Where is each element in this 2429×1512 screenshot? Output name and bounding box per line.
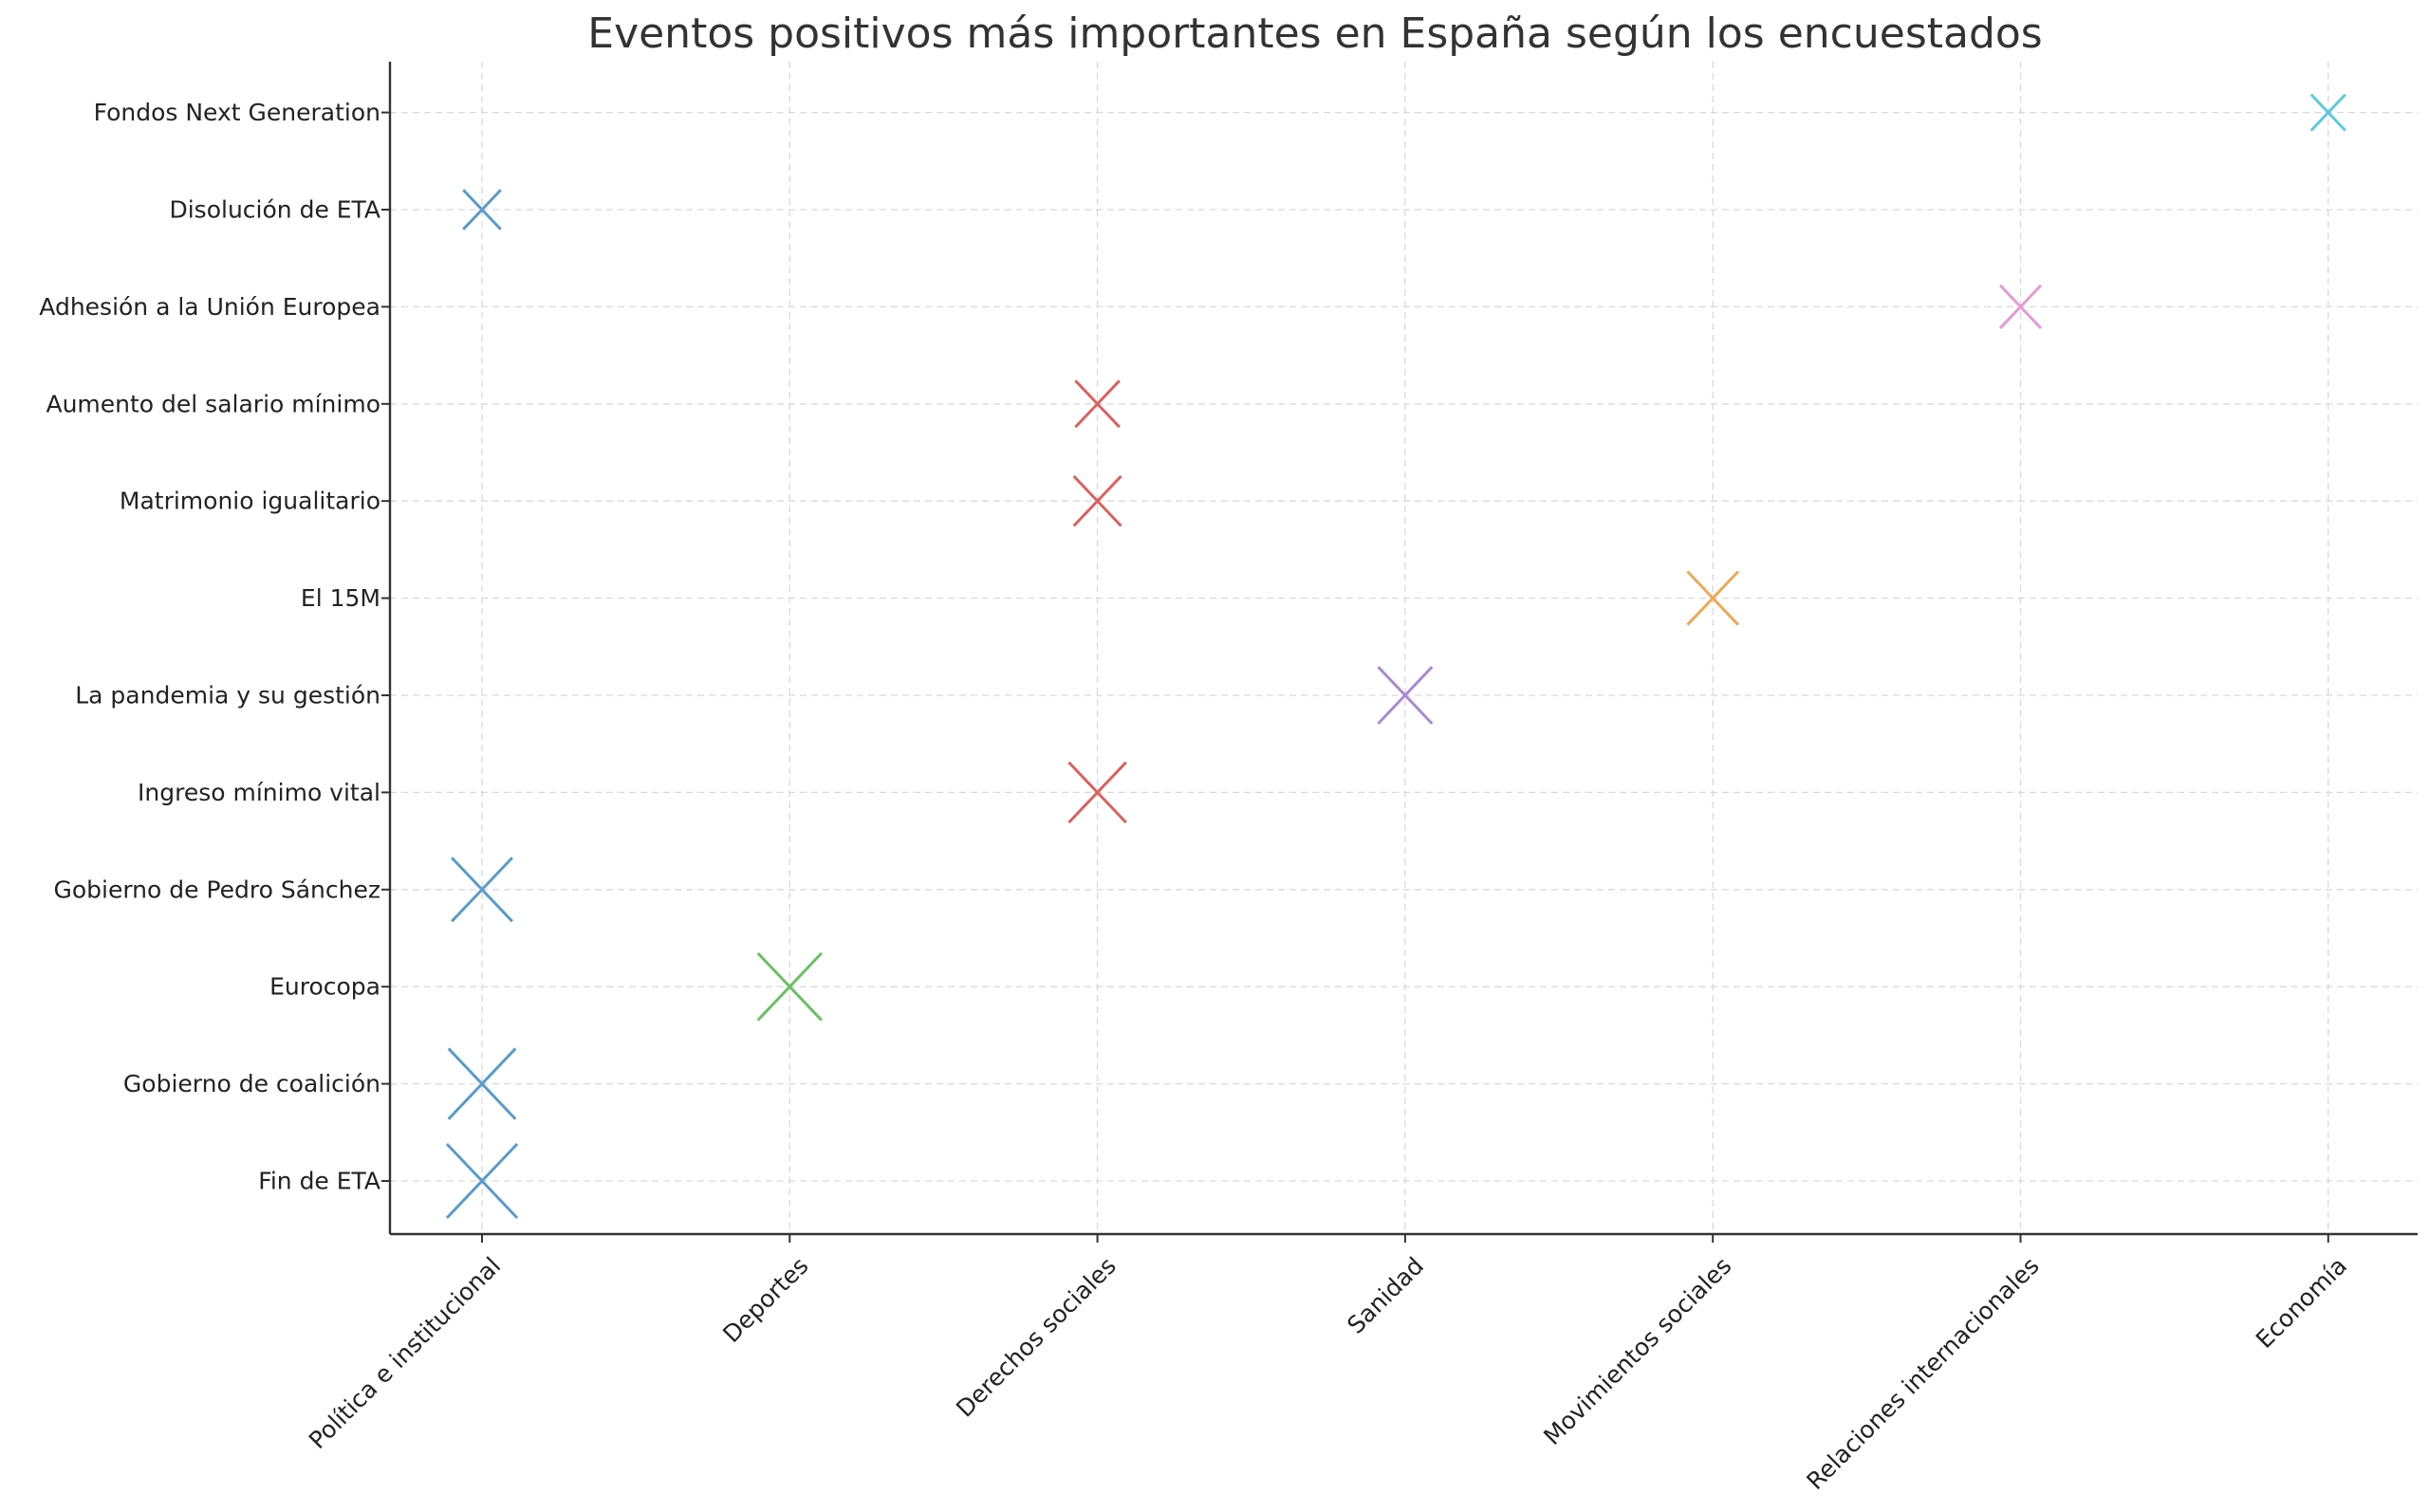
y-tick-label: Adhesión a la Unión Europea [39,293,380,321]
axes [381,62,2418,1243]
data-point-marker [1377,666,1434,725]
y-tick-labels: Fin de ETA Gobierno de coalición Eurocopa G… [39,99,380,1194]
data-point-marker [445,1142,519,1220]
x-tick-label: Política e institucional [304,1252,506,1454]
grid [390,62,2418,1234]
y-tick-label: Disolución de ETA [169,196,380,224]
y-tick-label: Fin de ETA [258,1168,380,1195]
x-tick-label: Relaciones internacionales [1801,1252,2044,1495]
data-point-marker [1686,570,1739,626]
y-tick-label: La pandemia y su gestión [75,682,380,710]
y-tick-label: Eurocopa [269,973,380,1001]
data-point-marker [1998,284,2043,330]
x-tick-label: Deportes [717,1252,813,1348]
x-tick-labels: Política e institucional Deportes Derechos… [304,1252,2352,1495]
x-tick-label: Economía [2251,1252,2352,1354]
x-tick-label: Sanidad [1342,1252,1429,1339]
x-tick-label: Derechos sociales [951,1252,1122,1423]
data-point-marker [1074,379,1121,429]
data-point-marker [447,1047,517,1120]
y-tick-label: Gobierno de coalición [123,1070,380,1097]
y-tick-label: Aumento del salario mínimo [46,390,380,417]
y-tick-label: Gobierno de Pedro Sánchez [53,876,380,903]
x-tick-label: Movimientos sociales [1538,1252,1736,1450]
y-tick-label: Matrimonio igualitario [120,488,380,515]
y-tick-label: Fondos Next Generation [94,99,380,126]
data-point-marker [451,857,513,923]
data-point-marker [1067,761,1127,824]
y-tick-label: El 15M [301,584,380,612]
data-point-marker [756,951,823,1022]
data-point-marker [2309,93,2346,132]
data-point-marker [462,189,502,230]
data-point-marker [1072,474,1122,527]
chart-title: Eventos positivos más importantes en Esp… [587,9,2042,58]
data-markers [445,93,2346,1220]
y-tick-label: Ingreso mínimo vital [138,779,380,806]
